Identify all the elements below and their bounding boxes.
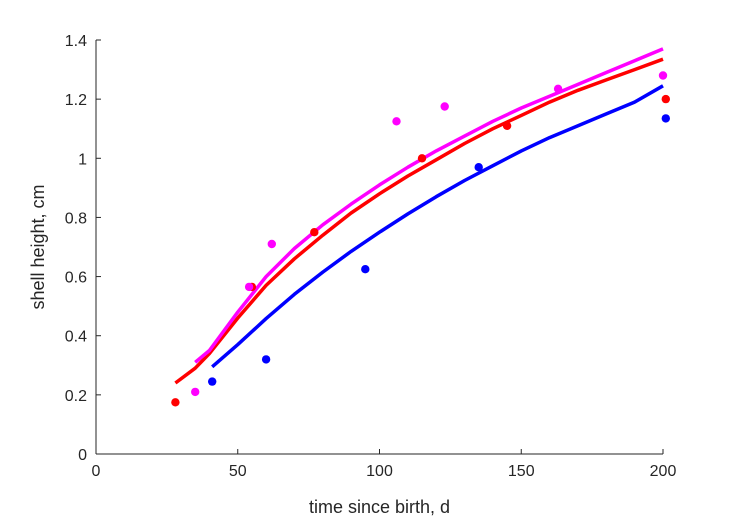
data-point-series-2 — [417, 154, 427, 163]
data-point-series-3 — [440, 102, 449, 111]
x-ticks: 0 50 100 150 200 — [92, 449, 677, 480]
data-point-series-1 — [361, 265, 370, 274]
data-point-series-3 — [392, 117, 401, 126]
y-tick-label: 1.2 — [65, 92, 87, 109]
data-points — [171, 71, 670, 407]
y-tick-label: 0.2 — [65, 388, 87, 405]
y-tick-label: 0.4 — [65, 329, 87, 346]
data-point-series-2 — [502, 121, 512, 130]
data-point-series-3 — [191, 387, 200, 397]
x-tick-label: 150 — [508, 463, 535, 480]
data-point-series-2 — [171, 398, 180, 407]
data-point-series-3 — [658, 71, 668, 80]
x-tick-label: 0 — [92, 463, 101, 480]
x-tick-label: 50 — [229, 463, 247, 480]
data-point-series-3 — [244, 282, 254, 292]
fit-curve-2 — [174, 57, 664, 385]
data-point-series-1 — [208, 377, 217, 386]
data-point-series-3 — [553, 84, 563, 94]
fit-curve-3 — [194, 47, 664, 364]
axes: 0 50 100 150 200 0 0.2 0.4 0.6 0.8 1 1.2 1.4 — [65, 33, 677, 480]
data-point-series-1 — [474, 163, 483, 172]
x-tick-label: 200 — [650, 463, 677, 480]
data-point-series-1 — [661, 114, 670, 123]
y-tick-label: 0 — [78, 447, 87, 464]
y-tick-label: 0.8 — [65, 210, 87, 227]
y-axis-label: shell height, cm — [28, 184, 48, 309]
data-point-series-1 — [261, 355, 271, 364]
data-point-series-2 — [661, 94, 670, 104]
y-tick-label: 0.6 — [65, 270, 87, 287]
y-ticks: 0 0.2 0.4 0.6 0.8 1 1.2 1.4 — [65, 33, 101, 464]
data-point-series-3 — [267, 239, 276, 249]
fit-curves — [174, 47, 664, 385]
x-tick-label: 100 — [366, 463, 393, 480]
y-tick-label: 1.4 — [65, 33, 87, 50]
x-axis-label: time since birth, d — [309, 497, 450, 517]
y-tick-label: 1 — [78, 151, 87, 168]
data-point-series-2 — [310, 228, 319, 237]
fit-curve-1 — [211, 84, 664, 369]
